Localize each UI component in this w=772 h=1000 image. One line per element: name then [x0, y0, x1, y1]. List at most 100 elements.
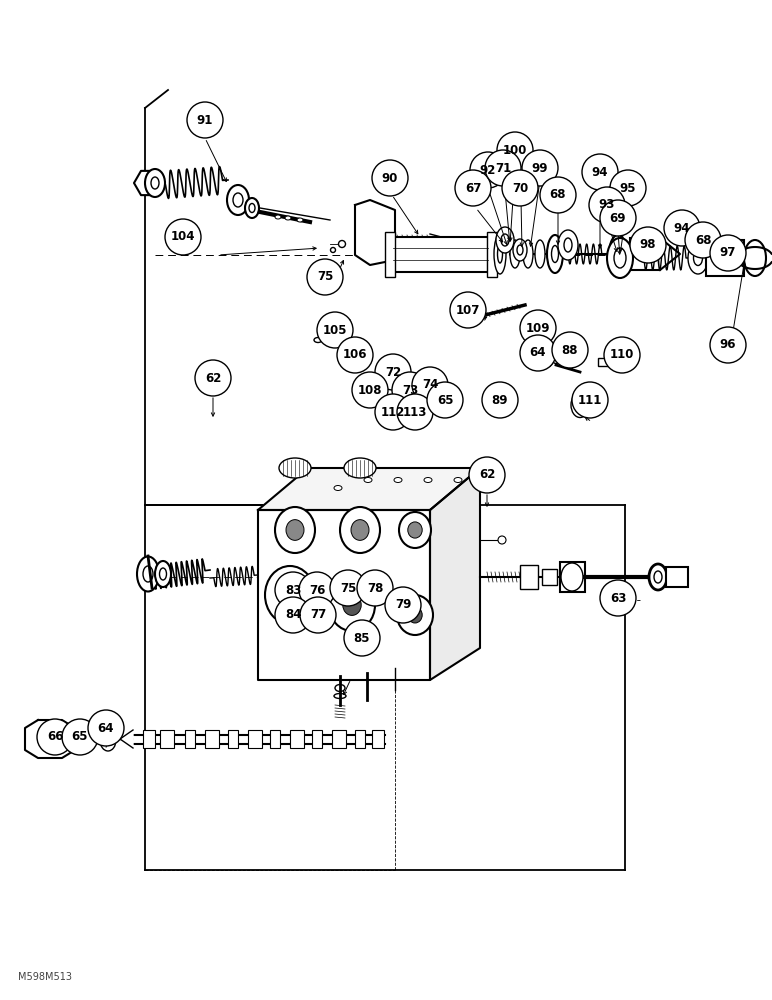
Ellipse shape — [609, 235, 627, 273]
Ellipse shape — [394, 478, 402, 483]
Text: 98: 98 — [640, 238, 656, 251]
Text: 63: 63 — [610, 591, 626, 604]
Circle shape — [450, 292, 486, 328]
Circle shape — [485, 150, 521, 186]
Bar — [630, 238, 660, 270]
Ellipse shape — [531, 326, 539, 334]
Ellipse shape — [614, 245, 622, 263]
Text: 68: 68 — [550, 188, 566, 202]
Ellipse shape — [391, 656, 399, 664]
Circle shape — [520, 310, 556, 346]
Ellipse shape — [654, 571, 662, 583]
Circle shape — [427, 382, 463, 418]
Text: 79: 79 — [394, 598, 411, 611]
Bar — [228, 730, 238, 748]
Ellipse shape — [104, 735, 111, 745]
Circle shape — [412, 367, 448, 403]
Circle shape — [275, 597, 311, 633]
Text: 65: 65 — [437, 393, 453, 406]
Ellipse shape — [340, 507, 380, 553]
Text: 78: 78 — [367, 582, 383, 594]
Text: 72: 72 — [385, 365, 401, 378]
Bar — [248, 730, 262, 748]
Text: 62: 62 — [205, 371, 222, 384]
Ellipse shape — [80, 732, 90, 744]
Text: 71: 71 — [495, 161, 511, 174]
Ellipse shape — [563, 362, 567, 367]
Text: 66: 66 — [47, 730, 63, 744]
Circle shape — [540, 177, 576, 213]
Ellipse shape — [100, 729, 116, 751]
Ellipse shape — [127, 736, 133, 742]
Circle shape — [385, 587, 421, 623]
Circle shape — [344, 620, 380, 656]
Circle shape — [710, 235, 746, 271]
Ellipse shape — [454, 478, 462, 483]
Circle shape — [299, 572, 335, 608]
Ellipse shape — [336, 664, 344, 672]
Polygon shape — [258, 468, 480, 510]
Ellipse shape — [75, 724, 95, 752]
Ellipse shape — [510, 240, 520, 268]
Circle shape — [520, 335, 556, 371]
Circle shape — [600, 200, 636, 236]
Ellipse shape — [363, 661, 371, 669]
Text: 64: 64 — [98, 722, 114, 734]
Text: 75: 75 — [340, 582, 356, 594]
Ellipse shape — [329, 579, 375, 631]
Ellipse shape — [345, 357, 351, 363]
Circle shape — [195, 360, 231, 396]
Text: 89: 89 — [492, 393, 508, 406]
Polygon shape — [430, 468, 480, 680]
Ellipse shape — [359, 392, 365, 398]
Ellipse shape — [496, 227, 514, 253]
Ellipse shape — [547, 235, 563, 273]
Bar — [160, 730, 174, 748]
Ellipse shape — [265, 566, 315, 624]
Bar — [355, 730, 365, 748]
Ellipse shape — [571, 392, 589, 418]
Ellipse shape — [688, 242, 708, 274]
Circle shape — [589, 187, 625, 223]
Ellipse shape — [489, 400, 495, 406]
Ellipse shape — [523, 240, 533, 268]
Bar — [270, 730, 280, 748]
Ellipse shape — [419, 385, 425, 391]
Ellipse shape — [399, 512, 431, 548]
Text: 75: 75 — [317, 270, 334, 284]
Ellipse shape — [404, 412, 410, 418]
Ellipse shape — [227, 185, 249, 215]
Polygon shape — [120, 730, 133, 748]
Ellipse shape — [607, 238, 633, 278]
Polygon shape — [660, 238, 680, 270]
Circle shape — [307, 259, 343, 295]
Text: 107: 107 — [455, 304, 480, 316]
Ellipse shape — [408, 522, 422, 538]
Circle shape — [317, 312, 353, 348]
Bar — [205, 730, 219, 748]
Text: 94: 94 — [674, 222, 690, 234]
Circle shape — [300, 597, 336, 633]
Bar — [185, 730, 195, 748]
Ellipse shape — [576, 399, 584, 411]
Ellipse shape — [42, 727, 58, 749]
Ellipse shape — [649, 564, 667, 590]
Ellipse shape — [553, 357, 560, 363]
Ellipse shape — [338, 240, 346, 247]
Bar — [372, 730, 384, 748]
Bar — [332, 730, 346, 748]
Ellipse shape — [145, 169, 165, 197]
Text: 92: 92 — [480, 163, 496, 176]
Text: 97: 97 — [720, 246, 736, 259]
Text: 106: 106 — [343, 349, 367, 361]
Text: 110: 110 — [610, 349, 634, 361]
Ellipse shape — [614, 248, 626, 268]
Circle shape — [552, 332, 588, 368]
Circle shape — [330, 570, 366, 606]
Ellipse shape — [285, 216, 291, 220]
Ellipse shape — [551, 245, 558, 262]
Bar — [666, 567, 688, 587]
Ellipse shape — [344, 458, 376, 478]
Circle shape — [522, 150, 558, 186]
Text: 112: 112 — [381, 406, 405, 418]
